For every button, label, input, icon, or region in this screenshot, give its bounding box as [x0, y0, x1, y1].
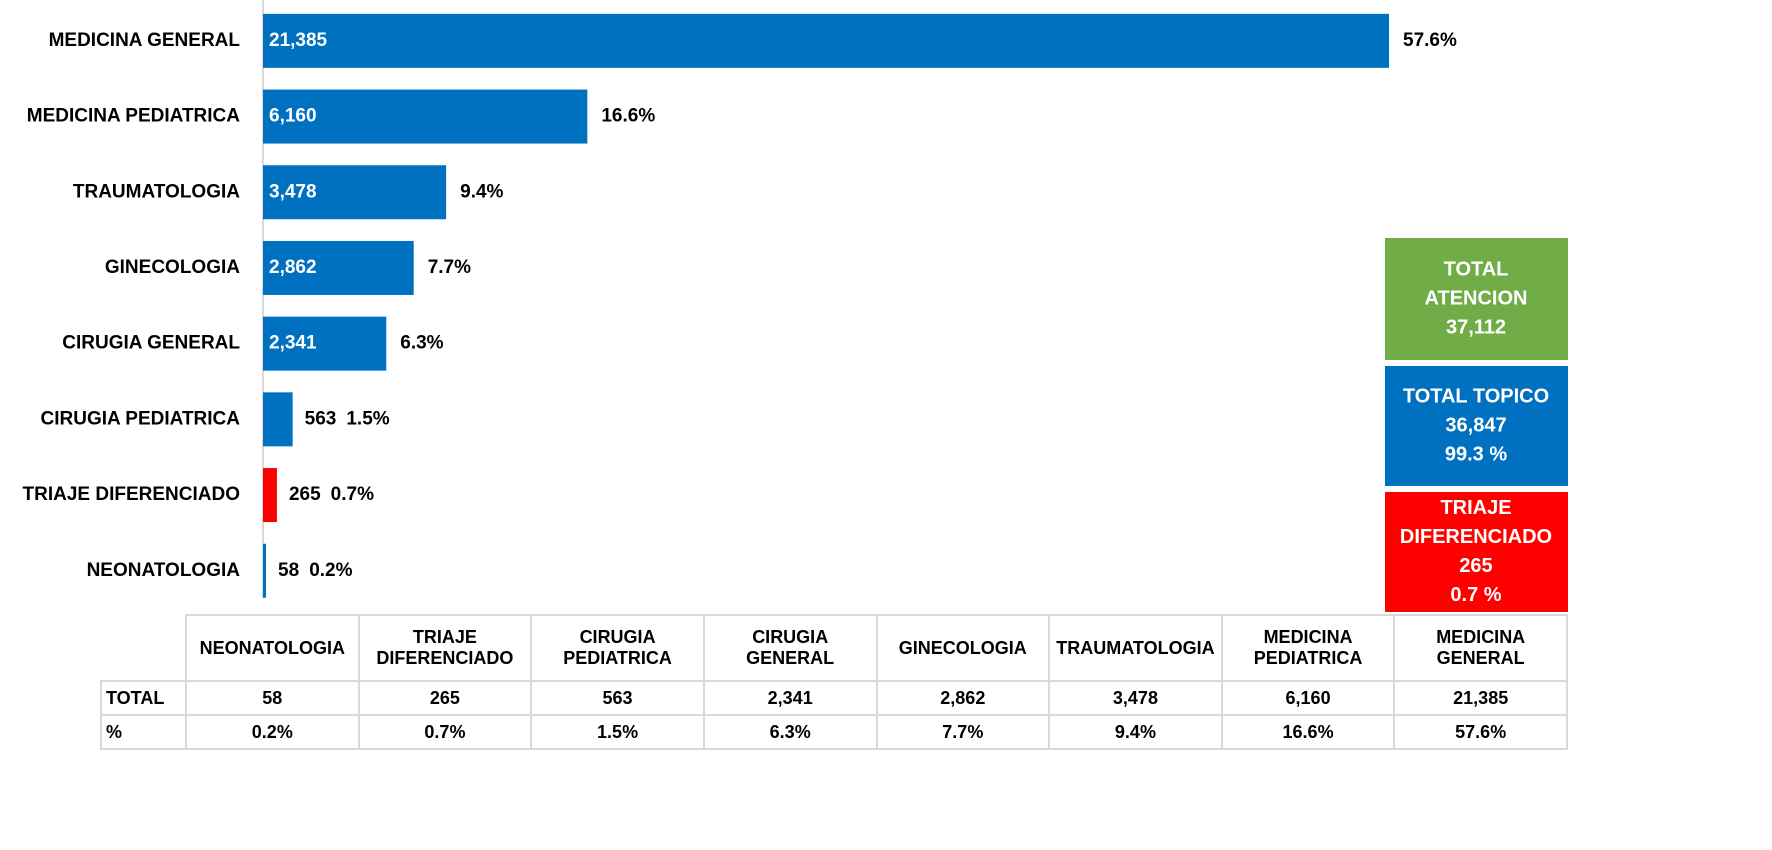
category-label: MEDICINA PEDIATRICA: [27, 106, 241, 127]
value-label: 2,341: [269, 333, 317, 354]
table-cell: 6.3%: [702, 714, 878, 750]
chart: MEDICINA GENERAL 21,385 57.6% MEDICINA PEDI…: [23, 0, 1568, 612]
bar: [263, 468, 277, 523]
bar: [263, 89, 588, 144]
total-text: 0.7 %: [1450, 584, 1501, 606]
column-header: GINECOLOGIA: [875, 614, 1051, 682]
table-cell: 9.4%: [1048, 714, 1223, 750]
total-text: DIFERENCIADO: [1400, 526, 1552, 548]
total-text: TOTAL TOPICO: [1403, 385, 1549, 407]
table-row: TOTAL 58 265 563 2,341 2,862 3,478 6,160 21,385: [100, 680, 1568, 716]
bar: [263, 240, 414, 295]
table-cell: 21,385: [1393, 680, 1568, 716]
percent-label: 57.6%: [1403, 30, 1457, 51]
value-label: 6,160: [269, 106, 317, 127]
percent-label: 0.7%: [331, 484, 374, 505]
category-label: TRAUMATOLOGIA: [73, 181, 240, 202]
category-label: GINECOLOGIA: [105, 257, 240, 278]
table-cell: 57.6%: [1393, 714, 1568, 750]
percent-label: 9.4%: [460, 181, 503, 202]
table-cell: 1.5%: [530, 714, 705, 750]
bar: [263, 392, 293, 447]
table-cell: 3,478: [1048, 680, 1223, 716]
value-label: 265: [289, 484, 321, 505]
category-label: MEDICINA GENERAL: [49, 30, 241, 51]
table-cell: 2,341: [702, 680, 878, 716]
corner-cell: [101, 615, 187, 682]
percent-label: 7.7%: [428, 257, 471, 278]
table-cell: 6,160: [1220, 680, 1396, 716]
value-label: 3,478: [269, 181, 317, 202]
bar: [263, 543, 267, 598]
table-cell: 58: [185, 680, 360, 716]
percent-label: 1.5%: [346, 408, 389, 429]
row-header: %: [100, 714, 187, 750]
total-box: [1385, 492, 1568, 612]
column-header: CIRUGIA PEDIATRICA: [530, 614, 705, 682]
category-label: CIRUGIA PEDIATRICA: [41, 408, 241, 429]
total-text: TOTAL: [1444, 258, 1509, 280]
value-label: 563: [305, 408, 337, 429]
column-header: MEDICINA PEDIATRICA: [1220, 614, 1396, 682]
value-label: 21,385: [269, 30, 328, 51]
column-header: CIRUGIA GENERAL: [702, 614, 878, 682]
total-text: 37,112: [1446, 316, 1506, 338]
category-label: NEONATOLOGIA: [87, 560, 241, 581]
row-header: TOTAL: [100, 680, 187, 716]
value-label: 2,862: [269, 257, 317, 278]
column-header: TRIAJE DIFERENCIADO: [357, 614, 533, 682]
column-header: NEONATOLOGIA: [185, 614, 360, 682]
bar: [263, 165, 447, 220]
table-cell: 16.6%: [1220, 714, 1396, 750]
table-cell: 7.7%: [875, 714, 1051, 750]
percent-label: 16.6%: [601, 106, 655, 127]
total-text: 99.3 %: [1445, 443, 1507, 465]
total-box: [1385, 366, 1568, 486]
table-cell: 2,862: [875, 680, 1051, 716]
total-text: 265: [1459, 555, 1492, 577]
bar: [263, 13, 1389, 68]
category-label: TRIAJE DIFERENCIADO: [23, 484, 240, 505]
percent-label: 0.2%: [309, 560, 352, 581]
column-header: MEDICINA GENERAL: [1393, 614, 1568, 682]
column-header: TRAUMATOLOGIA: [1048, 614, 1223, 682]
percent-label: 6.3%: [400, 333, 443, 354]
table-cell: 0.2%: [185, 714, 360, 750]
data-table: NEONATOLOGIA TRIAJE DIFERENCIADO CIRUGIA P…: [100, 614, 1568, 750]
total-text: 36,847: [1445, 414, 1506, 436]
category-label: CIRUGIA GENERAL: [62, 333, 240, 354]
table-header: NEONATOLOGIA TRIAJE DIFERENCIADO CIRUGIA P…: [101, 614, 1568, 682]
table-cell: 265: [357, 680, 533, 716]
total-box: [1385, 238, 1568, 360]
table-cell: 0.7%: [357, 714, 533, 750]
table-cell: 563: [530, 680, 705, 716]
table-row: % 0.2% 0.7% 1.5% 6.3% 7.7% 9.4% 16.6% 57.6%: [100, 714, 1568, 750]
total-text: TRIAJE: [1440, 497, 1511, 519]
total-text: ATENCION: [1425, 287, 1528, 309]
value-label: 58: [278, 560, 299, 581]
bar: [263, 316, 387, 371]
